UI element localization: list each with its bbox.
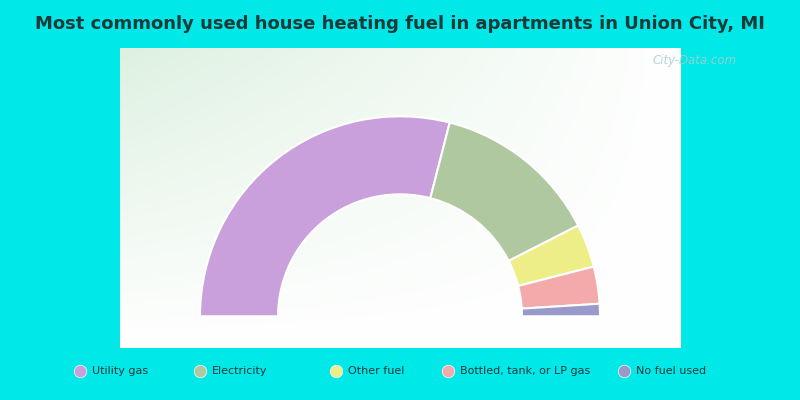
Text: Bottled, tank, or LP gas: Bottled, tank, or LP gas	[460, 366, 590, 376]
Wedge shape	[509, 226, 594, 286]
Text: No fuel used: No fuel used	[636, 366, 706, 376]
Wedge shape	[430, 122, 578, 261]
Text: Electricity: Electricity	[212, 366, 267, 376]
Text: Utility gas: Utility gas	[92, 366, 148, 376]
Text: Other fuel: Other fuel	[348, 366, 404, 376]
Wedge shape	[200, 116, 450, 316]
Wedge shape	[522, 304, 600, 316]
Text: City-Data.com: City-Data.com	[653, 54, 737, 67]
Text: Most commonly used house heating fuel in apartments in Union City, MI: Most commonly used house heating fuel in…	[35, 15, 765, 33]
Wedge shape	[518, 266, 600, 309]
